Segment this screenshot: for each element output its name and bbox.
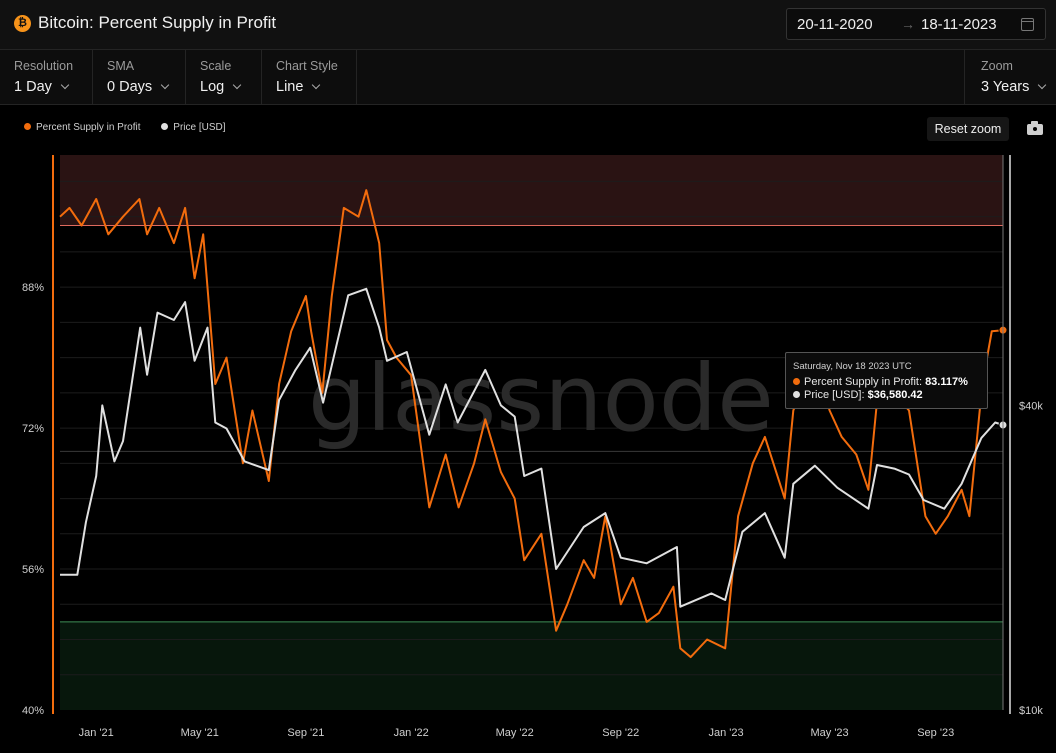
- resolution-label: Resolution: [14, 59, 74, 73]
- legend-dot-price: [161, 123, 169, 130]
- zoom-value[interactable]: 3 Years: [981, 79, 1047, 95]
- zoom-label: Zoom: [981, 59, 1013, 73]
- zoom-dropdown[interactable]: Zoom 3 Years: [964, 50, 1056, 105]
- lower-band: [60, 621, 1003, 710]
- chevron-down-icon: [1038, 80, 1047, 90]
- series-line-profit: [59, 189, 1004, 659]
- scale-label: Scale: [200, 59, 232, 73]
- upper-band: [60, 155, 1003, 226]
- x-tick-label: Sep '21: [287, 727, 324, 739]
- x-tick-label: May '21: [181, 727, 219, 739]
- x-tick-label: Jan '23: [708, 727, 743, 739]
- series-line-price: [60, 287, 1004, 608]
- resolution-value[interactable]: 1 Day: [14, 79, 70, 95]
- chevron-down-icon: [160, 80, 170, 90]
- bitcoin-icon: ₿: [14, 15, 31, 32]
- y-left-tick-label: 40%: [22, 705, 44, 717]
- chart-toolbar: Resolution 1 Day SMA 0 Days Scale Log Ch…: [0, 50, 1056, 105]
- chart-area[interactable]: glassnode 88% 72% 56% 40% $40k $10k Jan '21 May…: [0, 150, 1056, 753]
- date-start-field[interactable]: 20-11-2020: [797, 16, 873, 33]
- camera-icon[interactable]: [1027, 121, 1043, 135]
- resolution-dropdown[interactable]: Resolution 1 Day: [0, 50, 93, 105]
- date-end-field[interactable]: 18-11-2023: [921, 16, 997, 33]
- y-left-tick-label: 72%: [22, 423, 44, 435]
- sma-value[interactable]: 0 Days: [107, 79, 170, 95]
- arrow-right-icon: →: [901, 16, 915, 32]
- sma-label: SMA: [107, 59, 135, 73]
- tooltip-row-profit: Percent Supply in Profit: 83.117%: [793, 376, 980, 388]
- chevron-down-icon: [232, 80, 242, 90]
- x-tick-label: Sep '23: [917, 727, 954, 739]
- scale-dropdown[interactable]: Scale Log: [186, 50, 262, 105]
- page-title: Bitcoin: Percent Supply in Profit: [38, 13, 277, 32]
- sma-dropdown[interactable]: SMA 0 Days: [93, 50, 186, 105]
- tooltip-row-price: Price [USD]: $36,580.42: [793, 389, 980, 401]
- legend-item-price[interactable]: Price [USD]: [161, 122, 226, 133]
- y-left-tick-label: 56%: [22, 564, 44, 576]
- x-tick-label: Jan '21: [79, 727, 114, 739]
- watermark: glassnode: [308, 345, 774, 452]
- chevron-down-icon: [60, 80, 70, 90]
- chart-style-label: Chart Style: [276, 59, 338, 73]
- chart-tooltip: Saturday, Nov 18 2023 UTC Percent Supply…: [785, 352, 988, 409]
- legend-item-profit[interactable]: Percent Supply in Profit: [24, 122, 141, 133]
- y-right-tick-label: $10k: [1019, 705, 1043, 717]
- x-tick-label: May '23: [810, 727, 848, 739]
- tooltip-dot-price: [793, 391, 800, 398]
- legend-dot-profit: [24, 123, 31, 130]
- header-bar: ₿ Bitcoin: Percent Supply in Profit 20-1…: [0, 0, 1056, 50]
- tooltip-dot-profit: [793, 378, 800, 385]
- x-tick-label: Jan '22: [394, 727, 429, 739]
- chart-legend: Percent Supply in Profit Price [USD]: [24, 122, 244, 133]
- scale-value[interactable]: Log: [200, 79, 242, 95]
- chevron-down-icon: [312, 80, 321, 90]
- date-range-picker[interactable]: 20-11-2020 → 18-11-2023: [786, 8, 1046, 40]
- y-right-tick-label: $40k: [1019, 400, 1043, 412]
- x-tick-label: May '22: [496, 727, 534, 739]
- chart-style-value[interactable]: Line: [276, 79, 321, 95]
- reset-zoom-button[interactable]: Reset zoom: [927, 117, 1009, 141]
- tooltip-date: Saturday, Nov 18 2023 UTC: [793, 361, 912, 372]
- calendar-icon[interactable]: [1021, 18, 1034, 31]
- x-tick-label: Sep '22: [602, 727, 639, 739]
- y-left-tick-label: 88%: [22, 282, 44, 294]
- chart-style-dropdown[interactable]: Chart Style Line: [262, 50, 357, 105]
